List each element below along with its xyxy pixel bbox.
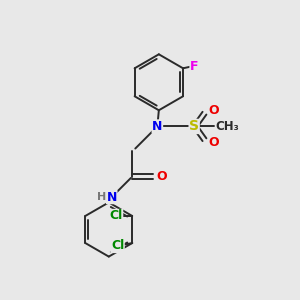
Text: Cl: Cl	[111, 239, 124, 253]
Text: F: F	[190, 60, 199, 73]
Text: CH₃: CH₃	[215, 120, 239, 133]
Text: Cl: Cl	[110, 209, 123, 223]
Text: O: O	[157, 170, 167, 183]
Text: H: H	[98, 192, 106, 202]
Text: S: S	[189, 119, 199, 134]
Text: O: O	[208, 136, 219, 149]
Text: N: N	[106, 190, 117, 204]
Text: O: O	[208, 104, 219, 117]
Text: N: N	[152, 120, 163, 133]
